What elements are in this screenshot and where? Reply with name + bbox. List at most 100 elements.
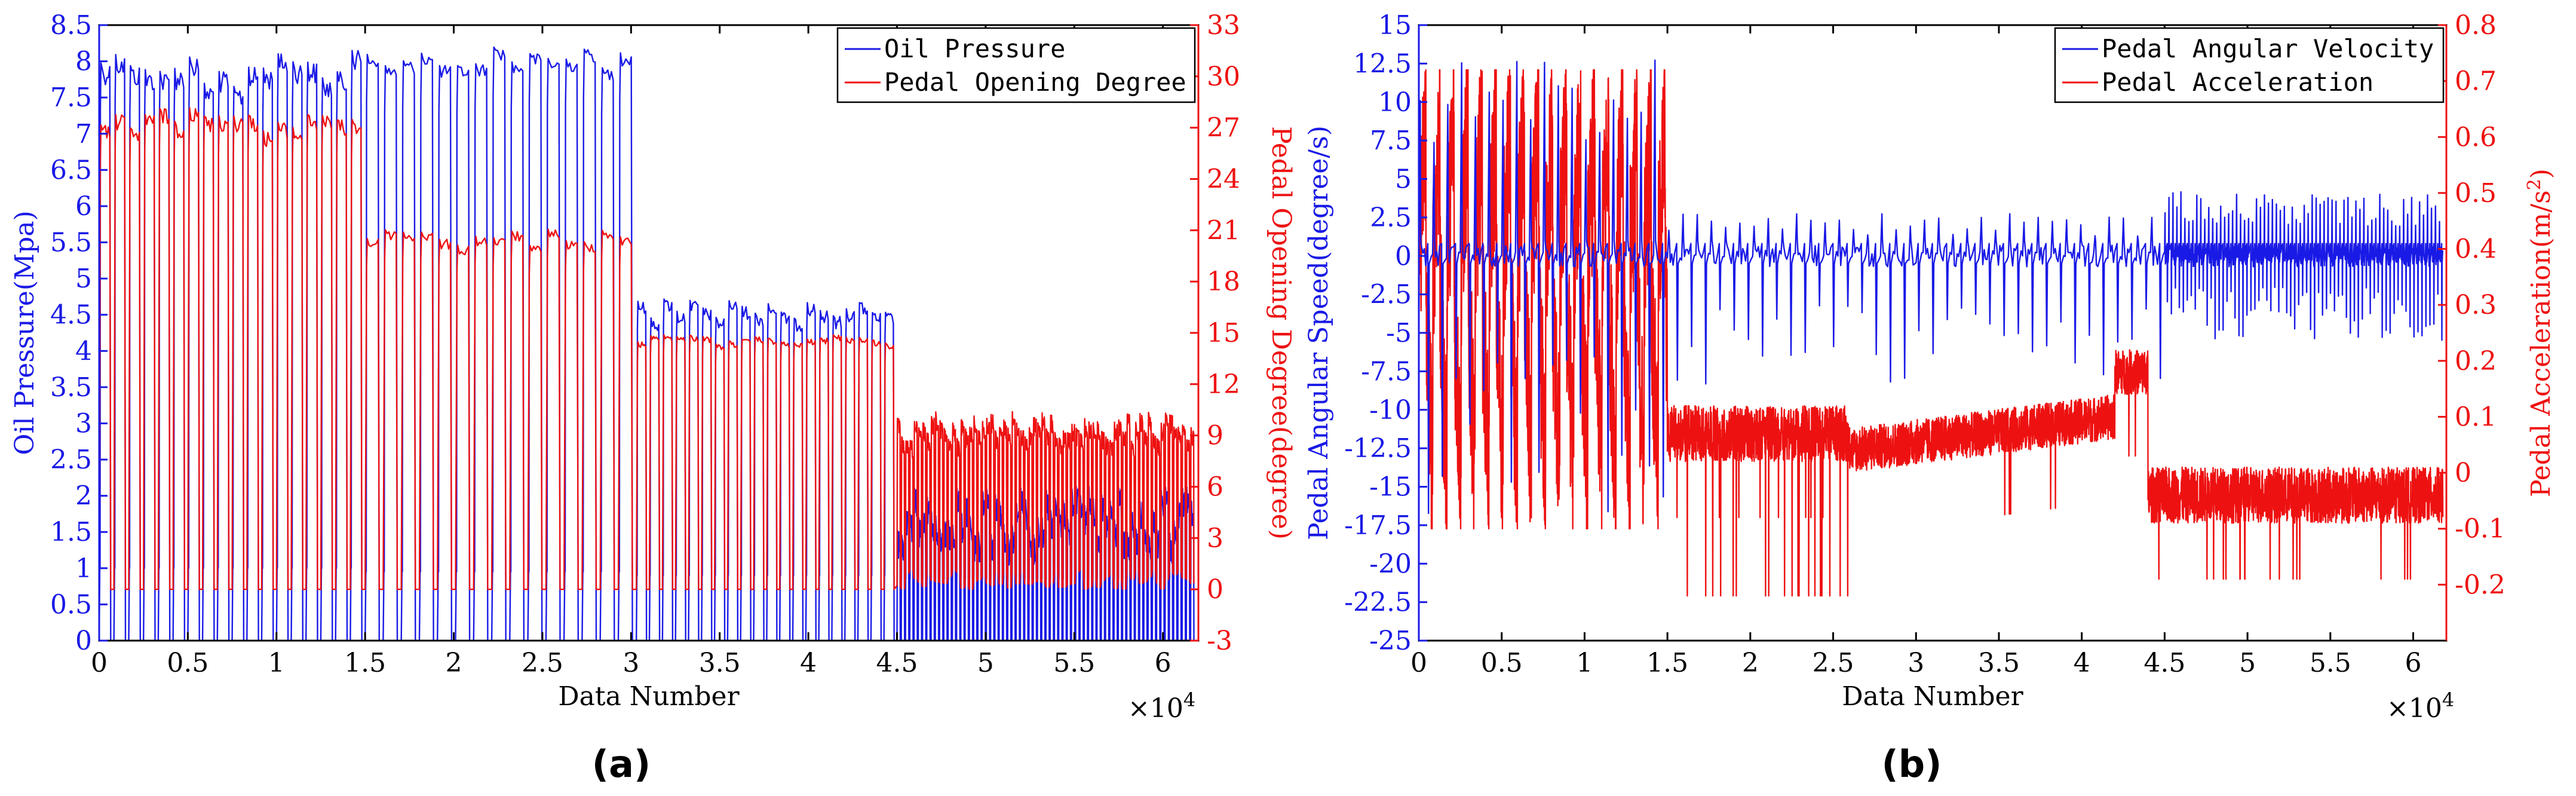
panel-a-y-left-tick-label: 0.5 xyxy=(50,589,92,620)
panel-a-y-right-tick-label: 30 xyxy=(1207,62,1240,92)
panel-b-y-left-tick-label: -20 xyxy=(1369,549,1412,579)
panel-b-y-left-label: Pedal Angular Speed(degree/s) xyxy=(1304,125,1334,540)
panel-b-x-tick-label: 2 xyxy=(1742,648,1759,678)
panel-a-y-left-tick-label: 1 xyxy=(75,553,92,584)
panel-a-y-left-tick-label: 3 xyxy=(75,408,92,439)
panel-a-y-left-tick-label: 8.5 xyxy=(50,10,92,41)
panel-a-y-left-tick-label: 1.5 xyxy=(50,517,92,547)
panel-a-y-right-tick-label: 15 xyxy=(1207,318,1240,348)
panel-b-x-tick-label: 2.5 xyxy=(1813,648,1854,678)
panel-b-x-tick-label: 4.5 xyxy=(2143,648,2185,678)
series-pedal-acceleration xyxy=(1418,69,2444,597)
panel-a-y-left-tick-label: 6.5 xyxy=(50,155,92,185)
panel-b-y-left-tick-label: -5 xyxy=(1386,318,1412,348)
panel-b-y-right-tick-label: 0.8 xyxy=(2455,10,2497,41)
panel-a-label: (a) xyxy=(592,742,651,786)
panel-b-y-right-tick-label: 0.4 xyxy=(2455,234,2497,265)
panel-a-x-axis-label: Data Number xyxy=(558,681,740,712)
panel-a-y-left-tick-label: 5 xyxy=(75,264,92,294)
panel-b-legend-label-acceleration: Pedal Acceleration xyxy=(2102,68,2373,97)
panel-a-legend-label-pedal: Pedal Opening Degree xyxy=(884,68,1186,97)
panel-b-y-left-tick-label: 2.5 xyxy=(1370,203,1412,233)
panel-b-y-left-tick-label: 5 xyxy=(1395,164,1412,195)
panel-b-y-left-tick-label: -7.5 xyxy=(1361,356,1412,387)
panel-a-y-right-tick-label: 0 xyxy=(1207,574,1223,605)
panel-b-y-left-tick-label: -10 xyxy=(1369,395,1412,425)
panel-b-y-left-tick-label: -2.5 xyxy=(1361,280,1412,310)
panel-b-x-tick-label: 4 xyxy=(2074,648,2090,678)
panel-b-series xyxy=(1418,59,2444,597)
panel-a-y-right-tick-label: 3 xyxy=(1207,523,1223,553)
panel-b-y-left-tick-label: 12.5 xyxy=(1353,48,1412,79)
panel-b-y-left-tick-label: -25 xyxy=(1369,626,1412,656)
panel-a-legend-box xyxy=(836,27,1196,103)
panel-a-y-right-tick-label: 18 xyxy=(1207,267,1240,297)
panel-b-y-right-tick-label: 0 xyxy=(2455,458,2471,488)
panel-b-y-right-tick-label: 0.2 xyxy=(2455,346,2497,376)
panel-a-x-tick-label: 5.5 xyxy=(1053,648,1095,678)
panel-a-y-right-tick-label: 6 xyxy=(1207,472,1223,503)
panel-a-x-tick-label: 1 xyxy=(268,648,285,678)
panel-b-x-tick-label: 5.5 xyxy=(2310,648,2351,678)
panel-a-y-left-tick-label: 8 xyxy=(75,47,92,77)
panel-a-y-left-tick-label: 5.5 xyxy=(50,228,92,258)
panel-a-y-left-tick-label: 6 xyxy=(75,191,92,222)
panel-a-legend-label-oil: Oil Pressure xyxy=(884,34,1065,63)
panel-a-y-right-tick-label: 27 xyxy=(1207,113,1240,143)
panel-b-x-tick-label: 0.5 xyxy=(1481,648,1523,678)
panel-b-y-left-tick-label: -22.5 xyxy=(1344,587,1412,618)
panel-b-y-left-tick-label: -12.5 xyxy=(1344,433,1412,464)
panel-b-x-tick-label: 1.5 xyxy=(1646,648,1688,678)
panel-b-y-right-tick-label: 0.6 xyxy=(2455,122,2497,152)
panel-a-x-tick-label: 4.5 xyxy=(876,648,918,678)
panel-a-y-left-tick-label: 3.5 xyxy=(50,372,92,403)
panel-a-y-left-label: Oil Pressure(Mpa) xyxy=(10,210,40,455)
panel-a-y-right-tick-label: 24 xyxy=(1207,164,1240,195)
panel-b-x-tick-label: 3 xyxy=(1908,648,1924,678)
panel-b-label: (b) xyxy=(1881,742,1942,786)
panel-b-y-right-label: Pedal Acceleration(m/s2) xyxy=(2524,169,2556,497)
panel-b: 0 0.5 1 1.5 2 2.5 3 3.5 4 4.5 5 5.5 6 -25 -22.5 -20 -17.… xyxy=(1304,10,2556,786)
series-pedal-angular-velocity xyxy=(1418,59,2443,515)
panel-b-y-right-tick-label: 0.3 xyxy=(2455,290,2497,320)
panel-a-x-tick-label: 4 xyxy=(800,648,817,678)
panel-b-legend-box xyxy=(2054,27,2445,103)
panel-a-x-tick-label: 1.5 xyxy=(344,648,386,678)
panel-a-y-left-tick-label: 2.5 xyxy=(50,445,92,475)
panel-a-ticks: 0 0.5 1 1.5 2 2.5 3 3.5 4 4.5 5 5.5 6 0 0.5 1 1.5 2 2.5 3 3.… xyxy=(50,10,1240,678)
panel-b-y-right-tick-label: 0.5 xyxy=(2455,178,2497,209)
panel-a-x-tick-label: 0.5 xyxy=(167,648,208,678)
panel-a-y-right-label: Pedal Opening Degree(degree) xyxy=(1266,126,1296,540)
panel-a-y-left-tick-label: 4 xyxy=(75,336,92,366)
panel-b-y-right-tick-label: 0.1 xyxy=(2455,402,2497,432)
panel-a-y-right-tick-label: 33 xyxy=(1207,10,1240,41)
panel-a-y-left-tick-label: 7 xyxy=(75,119,92,149)
panel-a-y-left-tick-label: 7.5 xyxy=(50,82,92,113)
panel-a-y-left-tick-label: 4.5 xyxy=(50,300,92,330)
panel-b-x-tick-label: 1 xyxy=(1576,648,1593,678)
panel-b-legend-label-velocity: Pedal Angular Velocity xyxy=(2102,34,2434,63)
panel-a-legend: Oil Pressure Pedal Opening Degree xyxy=(836,27,1196,103)
panel-a-x-multiplier: ×104 xyxy=(1128,688,1195,724)
panel-a-x-tick-label: 2.5 xyxy=(522,648,563,678)
panel-a-y-right-tick-label: 12 xyxy=(1207,369,1240,400)
panel-a-x-tick-label: 0 xyxy=(91,648,108,678)
series-oil-pressure xyxy=(98,46,1195,642)
panel-b-y-left-tick-label: -15 xyxy=(1369,472,1412,503)
panel-a: 0 0.5 1 1.5 2 2.5 3 3.5 4 4.5 5 5.5 6 0 0.5 1 1.5 2 2.5 3 3.… xyxy=(10,10,1296,786)
panel-a-x-tick-label: 2 xyxy=(446,648,462,678)
panel-b-y-right-tick-label: -0.2 xyxy=(2455,570,2506,600)
panel-b-y-left-tick-label: 10 xyxy=(1378,87,1412,118)
panel-a-x-tick-label: 6 xyxy=(1155,648,1172,678)
panel-b-y-left-tick-label: 7.5 xyxy=(1370,125,1412,156)
panel-b-ticks: 0 0.5 1 1.5 2 2.5 3 3.5 4 4.5 5 5.5 6 -25 -22.5 -20 -17.… xyxy=(1344,10,2506,678)
panel-a-series xyxy=(98,46,1195,642)
panel-b-x-tick-label: 5 xyxy=(2239,648,2256,678)
panel-b-y-left-tick-label: 0 xyxy=(1395,241,1412,271)
panel-a-y-right-tick-label: 9 xyxy=(1207,421,1223,451)
panel-b-y-left-tick-label: -17.5 xyxy=(1344,510,1412,541)
panel-a-y-right-tick-label: -3 xyxy=(1207,626,1232,656)
panel-b-x-tick-label: 3.5 xyxy=(1978,648,2020,678)
panel-a-x-tick-label: 3.5 xyxy=(699,648,741,678)
